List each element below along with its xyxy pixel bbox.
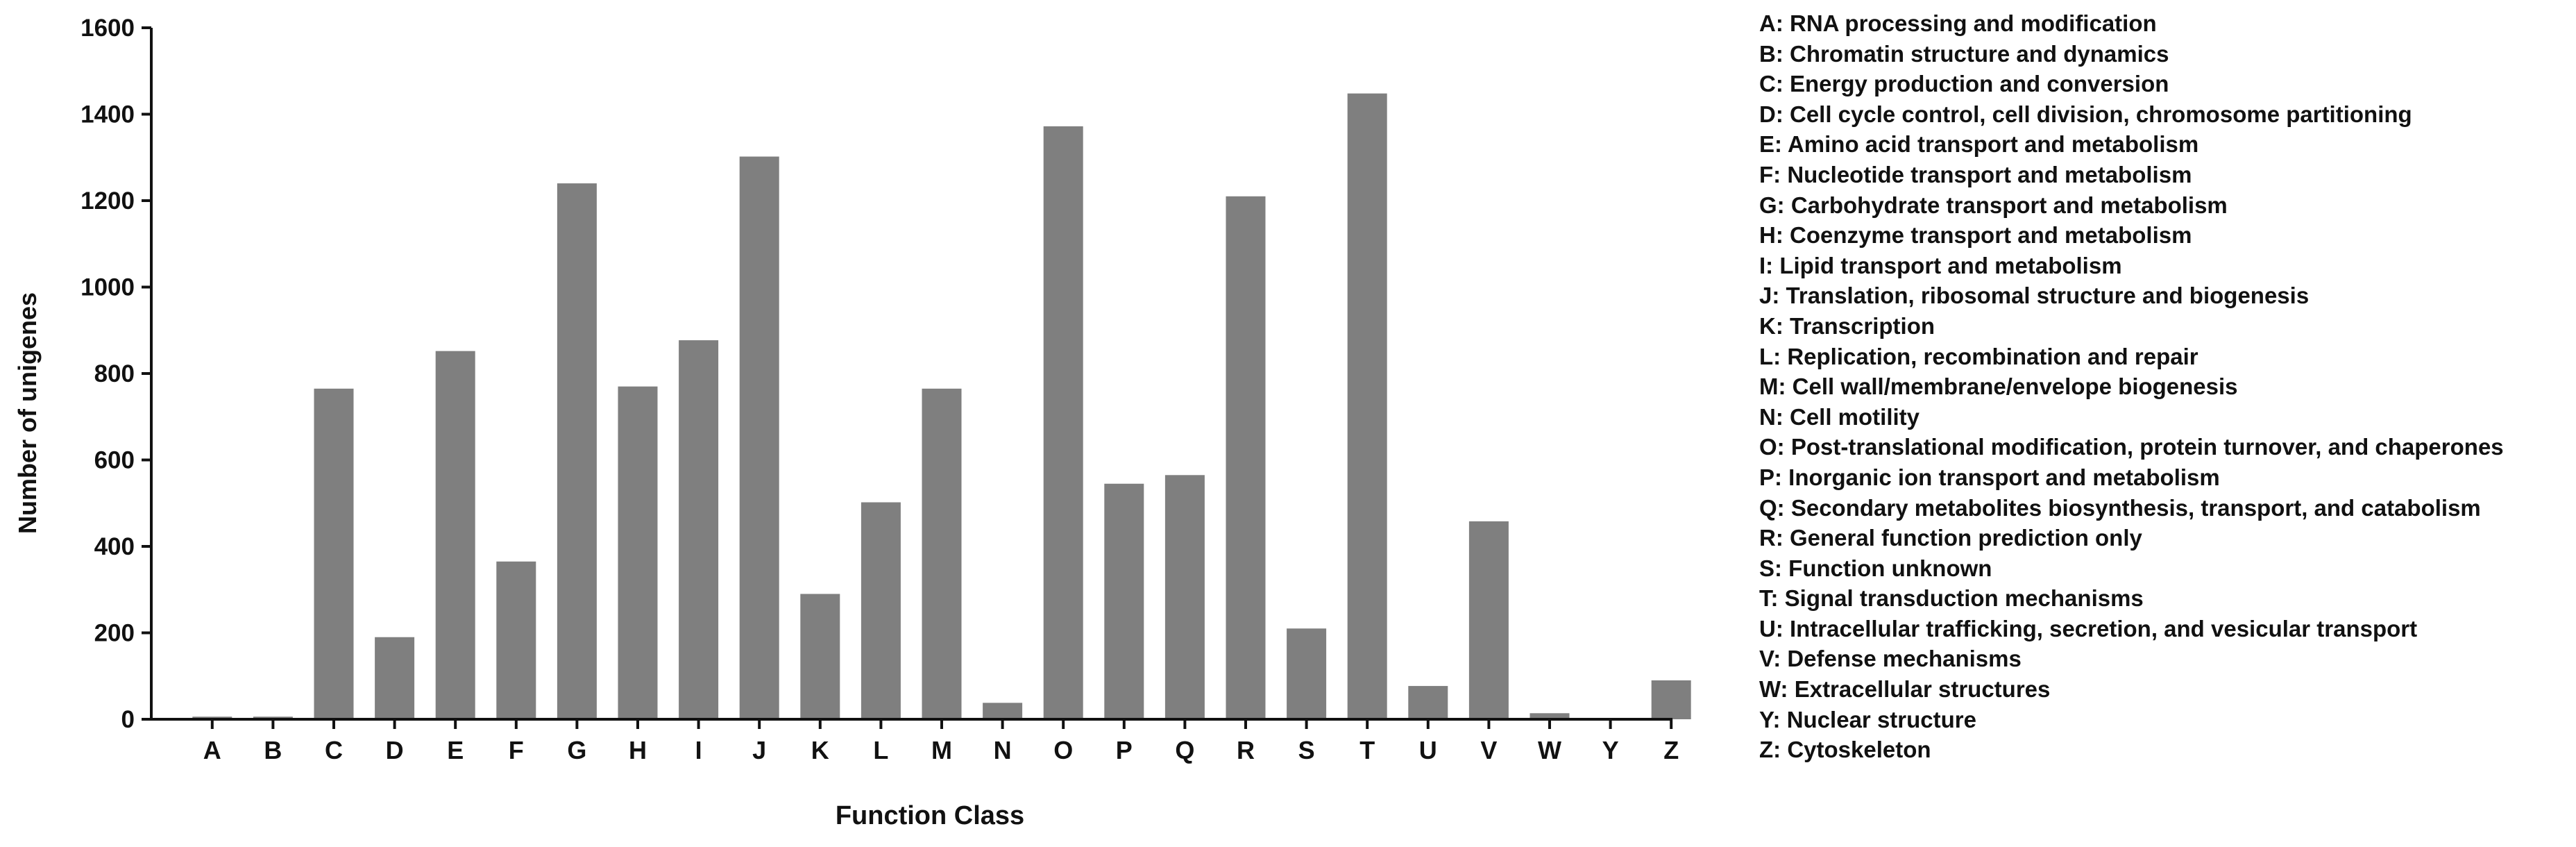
y-axis-label: Number of unigenes	[13, 292, 42, 534]
bar-J	[739, 156, 779, 719]
legend-entry: I: Lipid transport and metabolism	[1759, 252, 2122, 278]
bars-group	[192, 93, 1691, 720]
bar-P	[1104, 483, 1144, 719]
y-tick-label: 800	[94, 360, 135, 387]
x-tick-label-J: J	[752, 736, 766, 764]
legend-entry: Z: Cytoskeleton	[1759, 737, 1931, 763]
x-tick-label-O: O	[1053, 736, 1073, 764]
legend-entry: A: RNA processing and modification	[1759, 10, 2157, 36]
x-tick-label-I: I	[695, 736, 702, 764]
bar-D	[375, 637, 415, 719]
bar-M	[922, 388, 962, 719]
legend: A: RNA processing and modification B: Chr…	[1759, 8, 2571, 765]
x-tick-label-S: S	[1298, 736, 1315, 764]
x-tick-label-G: G	[567, 736, 586, 764]
x-tick-label-R: R	[1237, 736, 1255, 764]
y-tick-label: 600	[94, 447, 135, 474]
legend-entry: D: Cell cycle control, cell division, ch…	[1759, 101, 2412, 127]
x-tick-label-B: B	[264, 736, 282, 764]
x-tick-label-F: F	[509, 736, 524, 764]
x-tick-label-H: H	[629, 736, 647, 764]
legend-entry: H: Coenzyme transport and metabolism	[1759, 222, 2192, 249]
bar-Z	[1651, 680, 1691, 719]
legend-entry: F: Nucleotide transport and metabolism	[1759, 161, 2192, 187]
x-tick-label-N: N	[994, 736, 1012, 764]
bar-O	[1043, 126, 1083, 719]
plot-area: 0 200 400 600 800 1000 1200 1400 1600 A B C D E F G H I J…	[80, 15, 1691, 764]
bar-T	[1347, 93, 1387, 719]
bar-F	[496, 561, 536, 719]
x-tick-label-C: C	[325, 736, 343, 764]
x-tick-label-E: E	[447, 736, 464, 764]
bar-S	[1287, 628, 1327, 719]
bar-C	[314, 388, 354, 719]
bar-I	[679, 340, 719, 719]
bar-G	[557, 183, 597, 720]
legend-entry: B: Chromatin structure and dynamics	[1759, 40, 2169, 67]
x-tick-label-Z: Z	[1663, 736, 1679, 764]
y-tick-label: 400	[94, 533, 135, 560]
x-tick-label-U: U	[1419, 736, 1437, 764]
legend-entry: G: Carbohydrate transport and metabolism	[1759, 192, 2228, 218]
y-axis: 0 200 400 600 800 1000 1200 1400 1600	[80, 15, 153, 733]
bar-E	[435, 351, 475, 719]
y-tick-label: 1200	[80, 187, 135, 215]
legend-entry: S: Function unknown	[1759, 555, 1992, 581]
legend-entry: W: Extracellular structures	[1759, 676, 2051, 703]
legend-entry: M: Cell wall/membrane/envelope biogenesi…	[1759, 374, 2238, 400]
legend-entry: L: Replication, recombination and repair	[1759, 343, 2198, 369]
bar-V	[1468, 521, 1509, 719]
x-tick-label-V: V	[1480, 736, 1497, 764]
x-tick-label-M: M	[931, 736, 952, 764]
bar-H	[618, 386, 658, 719]
x-axis-label: Function Class	[836, 801, 1024, 830]
legend-entry: N: Cell motility	[1759, 403, 1920, 430]
bar-W	[1530, 713, 1570, 719]
legend-entry: K: Transcription	[1759, 312, 1935, 339]
x-tick-label-P: P	[1116, 736, 1133, 764]
bar-N	[983, 703, 1023, 719]
legend-entry: T: Signal transduction mechanisms	[1759, 585, 2144, 612]
bar-K	[800, 594, 840, 719]
y-tick-label: 0	[121, 706, 135, 733]
y-tick-label: 200	[94, 620, 135, 647]
x-tick-label-W: W	[1538, 736, 1561, 764]
bar-chart: 0 200 400 600 800 1000 1200 1400 1600 A B C D E F G H I J…	[13, 15, 1691, 830]
legend-entry: O: Post-translational modification, prot…	[1759, 434, 2504, 460]
x-tick-label-K: K	[811, 736, 829, 764]
legend-entry: U: Intracellular trafficking, secretion,…	[1759, 615, 2418, 641]
bar-R	[1226, 196, 1266, 719]
legend-entry: Y: Nuclear structure	[1759, 706, 1976, 732]
x-tick-label-T: T	[1359, 736, 1375, 764]
legend-entry: V: Defense mechanisms	[1759, 646, 2022, 672]
bar-U	[1408, 686, 1448, 719]
x-tick-label-D: D	[386, 736, 404, 764]
x-tick-label-A: A	[203, 736, 221, 764]
legend-entry: R: General function prediction only	[1759, 525, 2142, 551]
bar-Q	[1164, 475, 1205, 719]
x-tick-label-L: L	[873, 736, 888, 764]
legend-entry: E: Amino acid transport and metabolism	[1759, 131, 2199, 158]
bar-L	[861, 502, 901, 719]
x-tick-label-Y: Y	[1602, 736, 1619, 764]
y-tick-label: 1000	[80, 274, 135, 301]
legend-entry: Q: Secondary metabolites biosynthesis, t…	[1759, 494, 2481, 521]
x-tick-label-Q: Q	[1175, 736, 1194, 764]
legend-entry: J: Translation, ribosomal structure and …	[1759, 283, 2310, 309]
legend-entry: C: Energy production and conversion	[1759, 71, 2169, 97]
y-tick-label: 1600	[80, 15, 135, 42]
legend-entry: P: Inorganic ion transport and metabolis…	[1759, 464, 2220, 490]
y-tick-label: 1400	[80, 101, 135, 128]
